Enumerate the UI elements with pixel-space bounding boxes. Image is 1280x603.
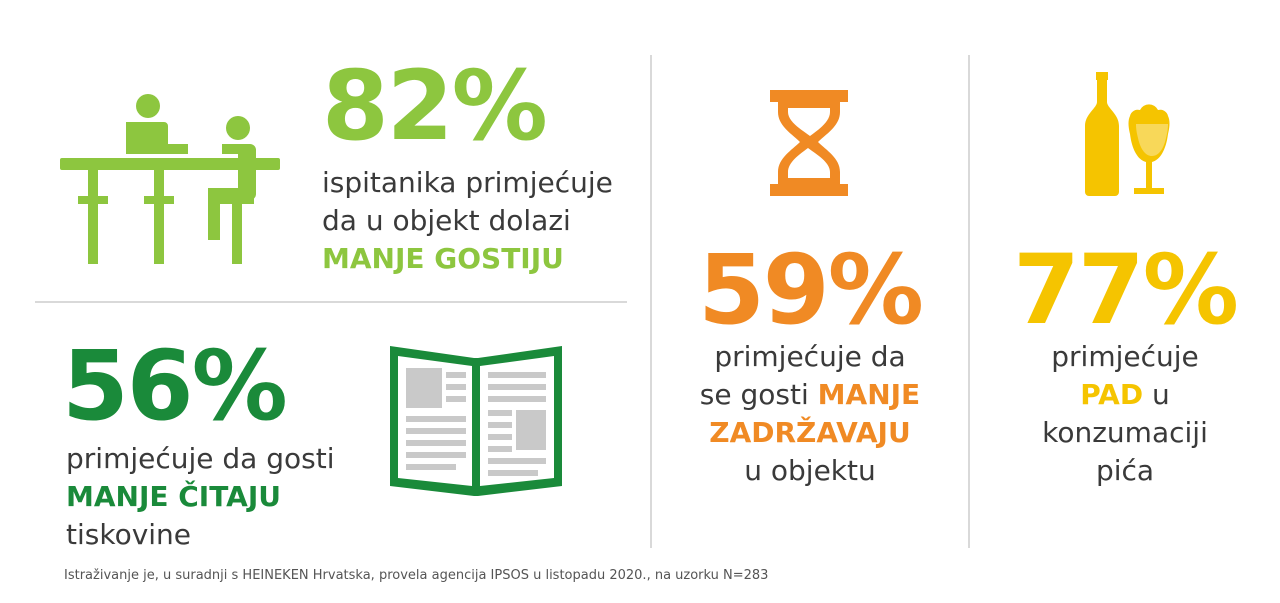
stat-reading-percent: 56%	[62, 330, 288, 442]
stat-drinks-line4: pića	[1095, 454, 1155, 487]
bar-people-icon	[60, 92, 285, 270]
stat-reading-highlight: MANJE ČITAJU	[66, 480, 281, 513]
stat-guests-line2: da u objekt dolazi	[322, 204, 571, 237]
stat-drinks-percent: 77%	[1013, 234, 1239, 346]
stat-stay-line4: u objektu	[744, 454, 876, 487]
stat-drinks-line2: PAD u	[985, 376, 1265, 414]
stat-drinks-line2-suffix: u	[1152, 378, 1170, 411]
divider-vertical-1	[650, 55, 652, 548]
stat-reading-line1: primjećuje da gosti	[66, 442, 335, 475]
newspaper-icon	[386, 338, 566, 498]
footnote: Istraživanje je, u suradnji s HEINEKEN H…	[64, 568, 769, 583]
divider-vertical-2	[968, 55, 970, 548]
stat-guests-text: ispitanika primjećuje da u objekt dolazi…	[322, 164, 613, 278]
stat-stay-percent: 59%	[698, 234, 924, 346]
stat-drinks-line2-highlight: PAD	[1080, 378, 1144, 411]
stat-guests-line1: ispitanika primjećuje	[322, 166, 613, 199]
stat-stay-line3-highlight: ZADRŽAVAJU	[709, 416, 911, 449]
beer-bottle-glass-icon	[1084, 72, 1174, 196]
stat-stay-line2-highlight: MANJE	[817, 378, 921, 411]
stat-stay-line2-prefix: se gosti	[699, 378, 809, 411]
stat-drinks-line3: konzumaciji	[1042, 416, 1208, 449]
stat-stay-line2: se gosti MANJE	[670, 376, 950, 414]
hourglass-icon	[770, 90, 848, 196]
stat-reading-text: primjećuje da gosti MANJE ČITAJU tiskovi…	[66, 440, 334, 554]
stat-drinks-line1: primjećuje	[1051, 340, 1199, 373]
stat-guests-highlight: MANJE GOSTIJU	[322, 242, 564, 275]
stat-reading-line3: tiskovine	[66, 518, 192, 551]
stat-stay-line1: primjećuje da	[714, 340, 906, 373]
stat-guests-percent: 82%	[322, 50, 548, 162]
divider-horizontal	[35, 301, 627, 303]
stat-stay-text: primjećuje da se gosti MANJE ZADRŽAVAJU …	[670, 338, 950, 490]
stat-drinks-text: primjećuje PAD u konzumaciji pića	[985, 338, 1265, 490]
